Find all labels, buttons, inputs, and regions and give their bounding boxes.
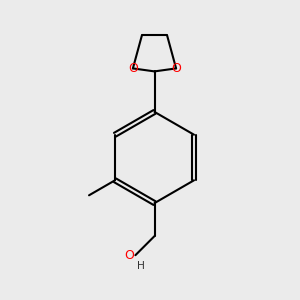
Text: O: O <box>124 249 134 262</box>
Text: O: O <box>128 62 138 75</box>
Text: O: O <box>171 62 181 75</box>
Text: H: H <box>137 261 145 271</box>
